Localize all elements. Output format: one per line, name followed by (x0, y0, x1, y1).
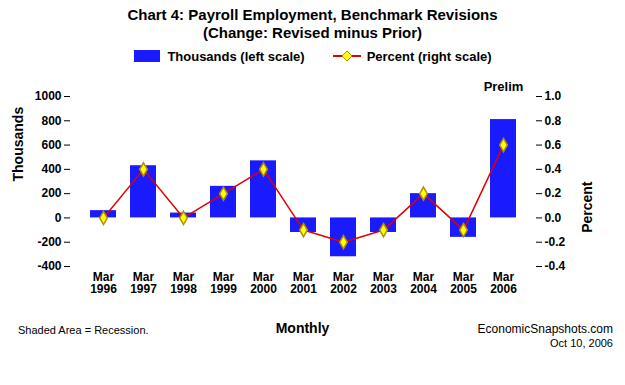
svg-text:1000: 1000 (35, 89, 62, 103)
svg-text:0.2: 0.2 (545, 186, 562, 200)
html-text:Chart 4: Payroll Employment, B: Chart 4: Payroll Employment, Benchmark R… (127, 6, 498, 23)
html-text:Monthly: Monthly (275, 320, 330, 336)
html-text:Oct 10, 2006: Oct 10, 2006 (550, 337, 613, 349)
svg-text:400: 400 (41, 162, 61, 176)
html-text:Percent (right scale): Percent (right scale) (366, 48, 492, 64)
html-text:EconomicSnapshots.com: EconomicSnapshots.com (477, 322, 613, 336)
svg-text:-0.4: -0.4 (545, 259, 566, 273)
svg-text:Percent: Percent (579, 181, 595, 233)
svg-text:Mar1996: Mar1996 (90, 270, 117, 296)
svg-text:1.0: 1.0 (545, 89, 562, 103)
svg-text:Prelim: Prelim (484, 79, 524, 94)
svg-text:0.8: 0.8 (545, 114, 562, 128)
svg-text:-200: -200 (37, 235, 61, 249)
svg-text:Mar2002: Mar2002 (330, 270, 357, 296)
svg-text:Mar2003: Mar2003 (370, 270, 397, 296)
svg-text:0.0: 0.0 (545, 211, 562, 225)
svg-text:Thousands: Thousands (10, 107, 26, 182)
svg-text:200: 200 (41, 186, 61, 200)
svg-text:Mar2001: Mar2001 (290, 270, 317, 296)
svg-text:Mar1997: Mar1997 (130, 270, 157, 296)
svg-text:Mar1998: Mar1998 (170, 270, 197, 296)
svg-text:600: 600 (41, 138, 61, 152)
html-text:Shaded Area = Recession.: Shaded Area = Recession. (18, 324, 149, 336)
svg-text:Mar1999: Mar1999 (210, 270, 237, 296)
svg-text:Mar2005: Mar2005 (450, 270, 477, 296)
svg-text:-400: -400 (37, 259, 61, 273)
svg-text:Mar2000: Mar2000 (250, 270, 277, 296)
svg-text:Mar2006: Mar2006 (490, 270, 517, 296)
svg-text:Mar2004: Mar2004 (410, 270, 437, 296)
svg-text:0: 0 (55, 211, 62, 225)
svg-text:800: 800 (41, 114, 61, 128)
html-text:(Change: Revised minus Prior): (Change: Revised minus Prior) (202, 24, 423, 41)
svg-text:-0.2: -0.2 (545, 235, 566, 249)
svg-text:0.6: 0.6 (545, 138, 562, 152)
svg-text:0.4: 0.4 (545, 162, 562, 176)
html-text:Thousands (left scale): Thousands (left scale) (167, 48, 305, 64)
